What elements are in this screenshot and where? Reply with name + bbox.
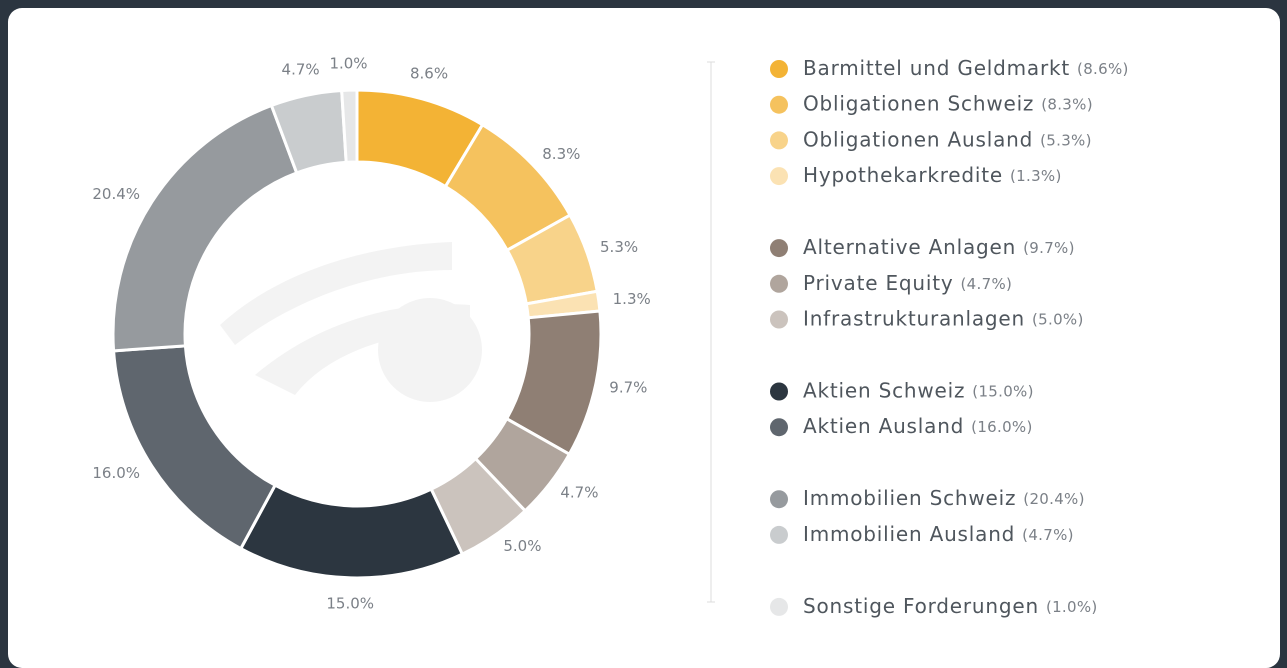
value-label: 5.3% xyxy=(600,238,638,256)
value-label: 1.3% xyxy=(613,290,651,308)
legend-value: (4.7%) xyxy=(1022,525,1074,543)
legend-name: Aktien Schweiz xyxy=(803,378,965,402)
legend-entry: Obligationen Schweiz (8.3%) xyxy=(803,91,1093,115)
legend-value: (9.7%) xyxy=(1023,239,1075,257)
legend-value: (8.6%) xyxy=(1077,60,1129,78)
legend-name: Immobilien Schweiz xyxy=(803,486,1016,510)
legend-marker xyxy=(770,598,788,616)
legend-entry: Aktien Schweiz (15.0%) xyxy=(803,378,1034,402)
legend-marker xyxy=(770,418,788,436)
value-label: 4.7% xyxy=(560,483,598,501)
legend-marker xyxy=(770,526,788,544)
legend-marker xyxy=(770,131,788,149)
legend-entry: Sonstige Forderungen (1.0%) xyxy=(803,593,1098,617)
legend-name: Hypothekarkredite xyxy=(803,163,1003,187)
legend-marker xyxy=(770,239,788,257)
legend-name: Barmittel und Geldmarkt xyxy=(803,56,1070,80)
legend-entry: Obligationen Ausland (5.3%) xyxy=(803,127,1092,151)
legend-value: (8.3%) xyxy=(1041,95,1093,113)
legend-entry: Aktien Ausland (16.0%) xyxy=(803,414,1033,438)
legend-entry: Private Equity (4.7%) xyxy=(803,270,1012,294)
legend-marker xyxy=(770,167,788,185)
legend-name: Sonstige Forderungen xyxy=(803,593,1039,617)
value-label: 5.0% xyxy=(503,537,541,555)
legend-marker xyxy=(770,383,788,401)
legend-entry: Immobilien Ausland (4.7%) xyxy=(803,521,1074,545)
legend-marker xyxy=(770,96,788,114)
legend-name: Obligationen Ausland xyxy=(803,127,1033,151)
legend-entry: Alternative Anlagen (9.7%) xyxy=(803,235,1075,259)
legend-name: Alternative Anlagen xyxy=(803,235,1016,259)
donut-slice xyxy=(241,485,462,578)
legend-value: (20.4%) xyxy=(1023,490,1084,508)
legend-marker xyxy=(770,490,788,508)
legend-value: (1.3%) xyxy=(1010,167,1062,185)
value-label: 16.0% xyxy=(92,464,140,482)
legend-name: Private Equity xyxy=(803,270,954,294)
value-label: 4.7% xyxy=(282,60,320,78)
value-label: 8.6% xyxy=(410,64,448,82)
value-label: 20.4% xyxy=(92,185,140,203)
legend-value: (4.7%) xyxy=(961,274,1013,292)
legend-entry: Immobilien Schweiz (20.4%) xyxy=(803,486,1085,510)
donut-slice xyxy=(114,346,276,549)
value-label: 1.0% xyxy=(329,55,367,73)
legend-entry: Barmittel und Geldmarkt (8.6%) xyxy=(803,56,1129,80)
value-label: 15.0% xyxy=(326,594,374,612)
page: {"chart_data": {"type": "donut", "series… xyxy=(0,0,1287,654)
legend-marker xyxy=(770,311,788,329)
legend-name: Infrastrukturanlagen xyxy=(803,306,1025,330)
legend-entry: Hypothekarkredite (1.3%) xyxy=(803,163,1062,187)
legend-value: (1.0%) xyxy=(1046,597,1098,615)
value-label: 9.7% xyxy=(609,378,647,396)
legend-value: (16.0%) xyxy=(971,418,1032,436)
legend-entry: Infrastrukturanlagen (5.0%) xyxy=(803,306,1084,330)
value-label: 8.3% xyxy=(542,145,580,163)
legend-value: (15.0%) xyxy=(972,382,1033,400)
legend-name: Aktien Ausland xyxy=(803,414,964,438)
watermark xyxy=(220,242,482,402)
legend-marker xyxy=(770,275,788,293)
legend-name: Obligationen Schweiz xyxy=(803,91,1034,115)
chart: 8.6% 8.3% 5.3% 1.3% 9.7% 4.7% 5.0% 15.0% 16.0% 20… xyxy=(0,0,1287,654)
legend-value: (5.0%) xyxy=(1032,310,1084,328)
legend-name: Immobilien Ausland xyxy=(803,521,1015,545)
legend-marker xyxy=(770,60,788,78)
legend-value: (5.3%) xyxy=(1040,131,1092,149)
